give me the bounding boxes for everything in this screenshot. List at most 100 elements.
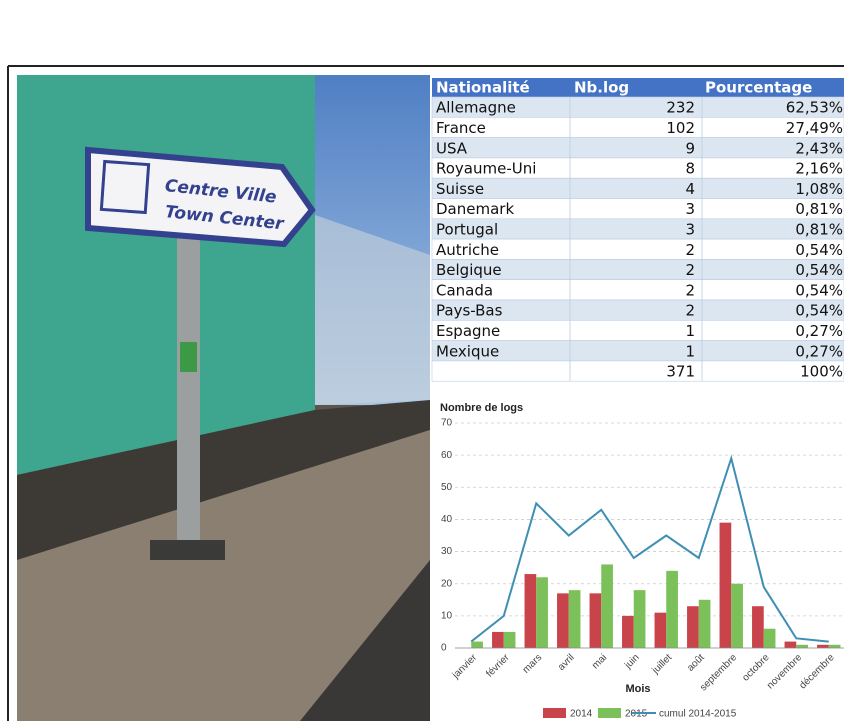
table-row-bg bbox=[432, 280, 844, 300]
bar bbox=[492, 632, 504, 648]
table-cell: Suisse bbox=[436, 180, 484, 198]
table-cell: 9 bbox=[685, 139, 695, 157]
x-tick-label: juin bbox=[622, 652, 642, 672]
table-cell: 2 bbox=[685, 241, 695, 259]
table-cell: Danemark bbox=[436, 200, 514, 218]
page-canvas: Centre Ville Town Center Nationalité Nb.l… bbox=[0, 0, 844, 721]
bar bbox=[720, 523, 732, 648]
bar bbox=[557, 593, 569, 648]
bar bbox=[601, 564, 613, 648]
legend-label: 2014 bbox=[570, 709, 593, 720]
legend-swatch bbox=[543, 708, 566, 718]
table-cell: Belgique bbox=[436, 261, 502, 279]
table-cell: 232 bbox=[666, 99, 695, 117]
table-row-bg bbox=[432, 178, 844, 198]
table-cell: 27,49% bbox=[786, 119, 843, 137]
table-cell: Espagne bbox=[436, 322, 500, 340]
table-cell: 0,54% bbox=[795, 261, 843, 279]
table-cell: 0,54% bbox=[795, 241, 843, 259]
y-tick-label: 30 bbox=[441, 546, 453, 557]
legend-label: 2015 bbox=[625, 709, 648, 720]
bar bbox=[796, 645, 808, 648]
bar bbox=[504, 632, 516, 648]
table-cell: 0,81% bbox=[795, 220, 843, 238]
table-cell: 3 bbox=[685, 220, 695, 238]
legend-label: cumul 2014-2015 bbox=[659, 709, 737, 720]
table-cell: 2,16% bbox=[795, 160, 843, 178]
photo-post bbox=[177, 230, 200, 545]
table-cell: 0,81% bbox=[795, 200, 843, 218]
bar bbox=[731, 584, 743, 648]
table-cell: 0,54% bbox=[795, 281, 843, 299]
table-cell: 0,27% bbox=[795, 342, 843, 360]
photo-sticker bbox=[180, 342, 197, 372]
bar bbox=[569, 590, 581, 648]
bar bbox=[634, 590, 646, 648]
table-header: Nb.log bbox=[574, 79, 629, 97]
y-tick-label: 50 bbox=[441, 482, 453, 493]
x-tick-label: février bbox=[484, 652, 512, 680]
table-cell: USA bbox=[436, 139, 468, 157]
x-tick-label: août bbox=[685, 652, 707, 674]
table-cell: 2 bbox=[685, 302, 695, 320]
table-cell: Portugal bbox=[436, 220, 498, 238]
bar bbox=[536, 577, 548, 648]
table-row-bg bbox=[432, 361, 844, 381]
table-cell: 8 bbox=[685, 160, 695, 178]
y-tick-label: 40 bbox=[441, 514, 453, 525]
table-header: Nationalité bbox=[436, 79, 530, 97]
x-tick-label: octobre bbox=[740, 652, 772, 684]
table-row-bg bbox=[432, 117, 844, 137]
table-cell: 102 bbox=[666, 119, 695, 137]
bar bbox=[829, 645, 841, 648]
y-tick-label: 70 bbox=[441, 418, 453, 429]
table-cell: 1 bbox=[685, 342, 695, 360]
bar bbox=[622, 616, 634, 648]
table-cell: 62,53% bbox=[786, 99, 843, 117]
table-cell: 2,43% bbox=[795, 139, 843, 157]
y-tick-label: 20 bbox=[441, 578, 453, 589]
table-cell: Allemagne bbox=[436, 99, 516, 117]
bar bbox=[471, 642, 483, 648]
x-tick-label: mars bbox=[521, 652, 545, 676]
x-tick-label: mai bbox=[590, 652, 609, 671]
bar bbox=[699, 600, 711, 648]
table-header: Pourcentage bbox=[705, 79, 812, 97]
y-tick-label: 0 bbox=[441, 643, 447, 654]
table-cell: Autriche bbox=[436, 241, 499, 259]
bar bbox=[525, 574, 537, 648]
x-axis-label: Mois bbox=[625, 683, 650, 695]
page: Centre Ville Town Center Nationalité Nb.l… bbox=[0, 0, 844, 721]
bar bbox=[817, 645, 829, 648]
x-tick-label: janvier bbox=[450, 652, 480, 682]
table-cell: France bbox=[436, 119, 486, 137]
x-tick-label: avril bbox=[556, 652, 577, 673]
table-cell: 2 bbox=[685, 281, 695, 299]
bar bbox=[752, 606, 764, 648]
y-tick-label: 10 bbox=[441, 610, 453, 621]
table-cell: 2 bbox=[685, 261, 695, 279]
x-tick-label: décembre bbox=[798, 652, 838, 692]
photo-wall bbox=[17, 75, 315, 475]
table-total: 371 bbox=[666, 363, 695, 381]
table-cell: Pays-Bas bbox=[436, 302, 503, 320]
photo-post-base bbox=[150, 540, 225, 560]
table-cell: Canada bbox=[436, 281, 493, 299]
table-cell: 0,27% bbox=[795, 322, 843, 340]
chart-title: Nombre de logs bbox=[440, 402, 523, 414]
bar bbox=[687, 606, 699, 648]
table-cell: 1,08% bbox=[795, 180, 843, 198]
table-total: 100% bbox=[800, 363, 843, 381]
table-row-bg bbox=[432, 138, 844, 158]
x-tick-label: juillet bbox=[650, 652, 675, 677]
bar bbox=[764, 629, 776, 648]
table-cell: 4 bbox=[685, 180, 695, 198]
bar bbox=[590, 593, 602, 648]
table-cell: 0,54% bbox=[795, 302, 843, 320]
bar bbox=[666, 571, 678, 648]
table-cell: Royaume-Uni bbox=[436, 160, 536, 178]
photo: Centre Ville Town Center bbox=[17, 75, 430, 721]
y-tick-label: 60 bbox=[441, 450, 453, 461]
